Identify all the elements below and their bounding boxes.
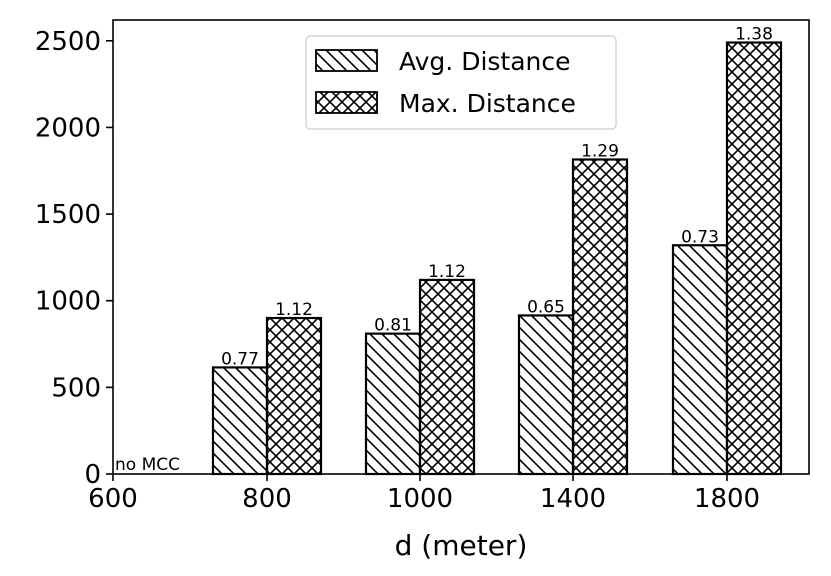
bar-label-max-1400: 1.29	[581, 141, 619, 161]
bar-max-1800	[725, 41, 783, 476]
bar-avg-1400	[517, 314, 575, 476]
x-axis: 600 800 1000 1400 1800	[88, 474, 760, 514]
legend-frame	[305, 35, 617, 130]
y-axis: 0 500 1000 1500 2000 2500	[35, 27, 113, 490]
bar-max-1000	[418, 278, 476, 476]
legend-swatch-avg	[315, 49, 378, 72]
y-tick-label-1000: 1000	[35, 287, 101, 317]
bar-max-1400	[571, 158, 629, 476]
bar-label-avg-1000: 0.81	[374, 316, 412, 336]
bar-label-max-800: 1.12	[275, 300, 313, 320]
bar-avg-800	[211, 366, 269, 476]
bar-avg-1000	[364, 332, 422, 476]
legend-label-avg: Avg. Distance	[399, 47, 571, 76]
x-tick-label-800: 800	[242, 484, 292, 514]
bar-label-avg-1400: 0.65	[527, 297, 565, 317]
bar-label-max-1800: 1.38	[735, 25, 773, 45]
x-tick-label-1000: 1000	[387, 484, 453, 514]
y-tick-label-2500: 2500	[35, 27, 101, 57]
bar-label-avg-1800: 0.73	[681, 227, 719, 247]
bar-labels-layer: 0.77 1.12 0.81 1.12 0.65 1.29 0.73 1.38	[221, 25, 773, 370]
no-mcc-annotation: no MCC	[115, 455, 180, 475]
bar-max-800	[265, 316, 323, 476]
y-tick-label-0: 0	[84, 460, 101, 490]
x-axis-title: d (meter)	[395, 529, 528, 562]
bar-avg-1800	[671, 244, 729, 476]
x-tick-label-1800: 1800	[694, 484, 760, 514]
y-tick-label-2000: 2000	[35, 113, 101, 143]
x-tick-label-600: 600	[88, 484, 138, 514]
bar-label-max-1000: 1.12	[428, 262, 466, 282]
legend-label-max: Max. Distance	[399, 89, 576, 118]
legend: Avg. Distance Max. Distance	[305, 35, 617, 130]
x-tick-label-1400: 1400	[540, 484, 606, 514]
bars-layer	[211, 41, 783, 476]
y-tick-label-1500: 1500	[35, 200, 101, 230]
legend-swatch-max	[315, 91, 378, 114]
bar-label-avg-800: 0.77	[221, 349, 259, 369]
y-tick-label-500: 500	[51, 373, 101, 403]
plot-frame	[112, 19, 810, 475]
